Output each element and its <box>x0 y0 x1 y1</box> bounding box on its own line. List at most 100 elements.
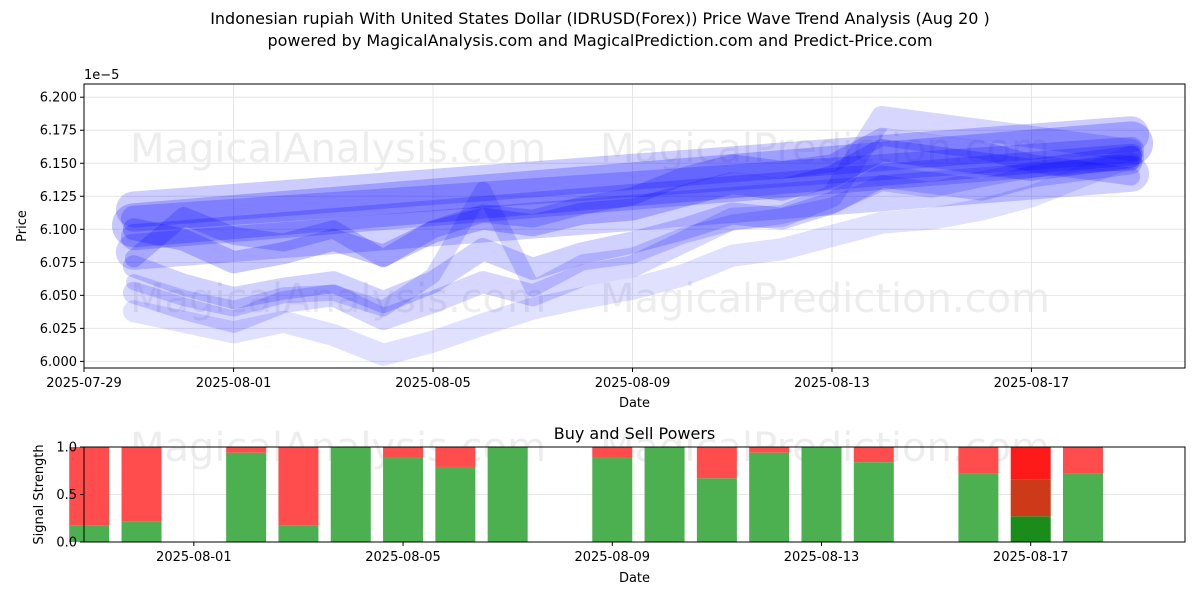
power-bar <box>383 447 424 542</box>
buy-power-bar <box>383 457 424 542</box>
x-axis-label: Date <box>619 396 650 411</box>
power-bar <box>644 447 685 542</box>
buy-power-bar <box>592 457 633 542</box>
buy-power-bar <box>435 466 476 542</box>
x-tick-label: 2025-08-05 <box>365 550 441 565</box>
x-tick-label: 2025-08-09 <box>595 376 671 391</box>
y-tick-label: 6.050 <box>40 289 77 304</box>
power-bar <box>330 447 371 542</box>
y-tick-label: 6.025 <box>40 322 77 337</box>
buy-sell-power-chart: 0.0 0.5 1.0 2025-08-01 2025-08-05 2025-08-09 2… <box>32 424 1186 586</box>
power-bar <box>1010 447 1051 542</box>
watermark-text: MagicalAnalysis.com <box>130 126 546 172</box>
wave-bands <box>111 106 1154 366</box>
sell-power-bar <box>592 447 633 458</box>
y-scale-label: 1e−5 <box>84 68 119 83</box>
power-bar <box>121 447 162 542</box>
y-tick-label: 0.0 <box>56 536 77 551</box>
buy-power-bar <box>644 447 685 542</box>
sell-power-bar <box>226 447 267 453</box>
chart-title-line-2: powered by MagicalAnalysis.com and Magic… <box>267 31 933 50</box>
wave-band <box>122 152 1143 313</box>
power-bar <box>487 447 528 542</box>
watermark-text: MagicalPrediction.com <box>600 126 1050 172</box>
chart-title-line-1: Indonesian rupiah With United States Dol… <box>210 9 990 28</box>
y-axis-label: Signal Strength <box>32 444 47 544</box>
x-tick-label: 2025-07-29 <box>46 376 122 391</box>
sell-power-bar <box>696 447 737 479</box>
wave-band <box>122 145 1143 366</box>
y-tick-label: 6.100 <box>40 223 77 238</box>
power-bar <box>592 447 633 542</box>
buy-power-bar <box>278 525 319 542</box>
buy-power-bar <box>1063 473 1104 542</box>
power-bar <box>801 447 842 542</box>
buy-power-bar <box>121 521 162 542</box>
y-tick-label: 6.175 <box>40 124 77 139</box>
x-tick-label: 2025-08-01 <box>156 550 232 565</box>
subplot-title: Buy and Sell Powers <box>554 424 716 443</box>
buy-power-bar <box>226 452 267 542</box>
buy-power-bar <box>696 478 737 542</box>
buy-power-bar <box>330 447 371 542</box>
power-bar <box>278 447 319 542</box>
sell-power-bar <box>749 447 790 453</box>
buy-power-bar <box>749 452 790 542</box>
power-bar <box>696 447 737 542</box>
buy-power-bar <box>69 525 110 542</box>
sell-power-bar <box>69 447 110 526</box>
y-tick-label: 6.125 <box>40 190 77 205</box>
y-tick-label: 1.0 <box>56 441 77 456</box>
power-bar <box>853 447 894 542</box>
wave-band <box>115 116 1150 228</box>
x-tick-label: 2025-08-01 <box>196 376 272 391</box>
watermark-text: MagicalPrediction.com <box>600 276 1050 322</box>
y-tick-label: 6.150 <box>40 157 77 172</box>
sell-power-bar <box>958 447 999 474</box>
wave-band <box>124 127 1141 268</box>
sell-power-bar <box>1010 447 1051 480</box>
x-tick-label: 2025-08-05 <box>395 376 471 391</box>
y-tick-label: 6.000 <box>40 355 77 370</box>
buy-power-bar <box>487 447 528 542</box>
wave-band <box>111 121 1154 248</box>
mixed-power-bar <box>1010 479 1051 517</box>
watermark-text: MagicalAnalysis.com <box>130 276 546 322</box>
sell-power-bar <box>278 447 319 526</box>
x-axis-label: Date <box>619 571 650 586</box>
sell-power-bar <box>435 447 476 467</box>
buy-power-bar <box>801 447 842 542</box>
power-bar <box>435 447 476 542</box>
wave-band <box>120 143 1145 251</box>
wave-band <box>125 155 1140 317</box>
x-tick-label: 2025-08-13 <box>794 376 870 391</box>
buy-power-bar <box>958 473 999 542</box>
x-tick-label: 2025-08-09 <box>574 550 650 565</box>
y-tick-label: 6.075 <box>40 256 77 271</box>
sell-power-bar <box>383 447 424 458</box>
power-bar <box>226 447 267 542</box>
buy-power-bar <box>1010 516 1051 542</box>
sell-power-bar <box>853 447 894 463</box>
sell-power-bar <box>121 447 162 522</box>
x-tick-label: 2025-08-13 <box>784 550 860 565</box>
y-tick-label: 0.5 <box>56 488 77 503</box>
power-bar <box>958 447 999 542</box>
power-bar <box>1063 447 1104 542</box>
wave-band <box>120 137 1145 232</box>
y-axis-label: Price <box>15 210 30 242</box>
wave-band <box>115 155 1150 270</box>
power-bar <box>69 447 110 542</box>
buy-power-bar <box>853 462 894 542</box>
y-tick-label: 6.200 <box>40 91 77 106</box>
sell-power-bar <box>1063 447 1104 474</box>
x-tick-label: 2025-08-17 <box>994 376 1070 391</box>
wave-band <box>122 139 1143 274</box>
plot-frame <box>83 83 1186 369</box>
watermark-layer: MagicalAnalysis.com MagicalPrediction.com… <box>130 126 1050 471</box>
wave-band <box>122 106 1143 333</box>
price-wave-chart: 6.000 6.025 6.050 6.075 6.100 6.125 6.150 6.175… <box>15 68 1186 411</box>
x-tick-label: 2025-08-17 <box>993 550 1069 565</box>
power-bar <box>749 447 790 542</box>
